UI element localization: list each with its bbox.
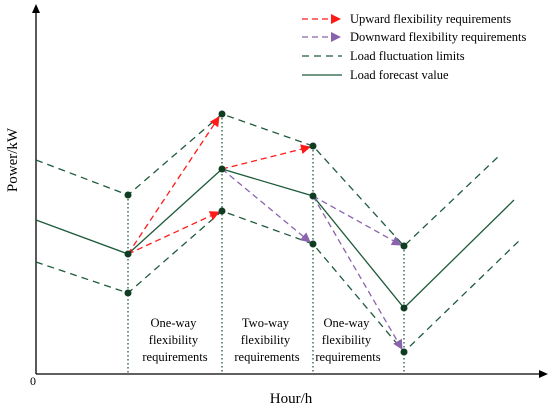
lower-fluctuation-limit (35, 210, 523, 353)
point (400, 242, 408, 250)
point (400, 304, 408, 312)
upward-flexibility-arrows (127, 116, 311, 255)
region-line: One-way (151, 316, 198, 330)
legend-label-downward: Downward flexibility requirements (350, 30, 526, 44)
point (309, 192, 317, 200)
region-line: Two-way (242, 316, 290, 330)
upward-arrow (127, 211, 220, 255)
legend-item-upward: Upward flexibility requirements (302, 12, 511, 26)
region-line: flexibility (241, 333, 291, 347)
axes: 0 Power/kW Hour/h (5, 4, 548, 407)
legend-label-upward: Upward flexibility requirements (350, 12, 511, 26)
legend-label-forecast: Load forecast value (350, 68, 449, 82)
x-axis-label: Hour/h (270, 391, 313, 407)
point (400, 348, 408, 356)
load-fluctuation-limits (35, 113, 523, 353)
region-line: requirements (234, 350, 299, 364)
y-axis-label: Power/kW (5, 127, 21, 192)
key-points (124, 110, 408, 356)
origin-label: 0 (30, 374, 36, 388)
upward-arrow (221, 144, 311, 170)
point (218, 207, 226, 215)
point (124, 191, 132, 199)
region-line: requirements (142, 350, 207, 364)
legend-label-fluctuation: Load fluctuation limits (350, 49, 465, 63)
upper-fluctuation-limit (35, 113, 501, 247)
point (124, 289, 132, 297)
point (218, 165, 226, 173)
region-line: One-way (324, 316, 371, 330)
point (218, 110, 226, 118)
downward-flexibility-arrows (221, 168, 403, 350)
region-label-two-way: Two-way flexibility requirements (234, 316, 299, 364)
point (124, 250, 132, 258)
point (309, 240, 317, 248)
legend: Upward flexibility requirements Downward… (302, 12, 526, 82)
legend-item-forecast: Load forecast value (302, 68, 449, 82)
load-forecast-line (35, 168, 515, 309)
region-line: flexibility (149, 333, 199, 347)
legend-item-fluctuation: Load fluctuation limits (302, 49, 465, 63)
region-label-one-way-left: One-way flexibility requirements (142, 316, 207, 364)
region-label-one-way-right: One-way flexibility requirements (315, 316, 380, 364)
legend-item-downward: Downward flexibility requirements (302, 30, 526, 44)
region-labels: One-way flexibility requirements Two-way… (142, 316, 380, 364)
downward-arrow (221, 168, 311, 243)
upward-arrow (127, 116, 220, 255)
region-line: requirements (315, 350, 380, 364)
region-line: flexibility (322, 333, 372, 347)
downward-arrow (312, 195, 402, 246)
point (309, 142, 317, 150)
